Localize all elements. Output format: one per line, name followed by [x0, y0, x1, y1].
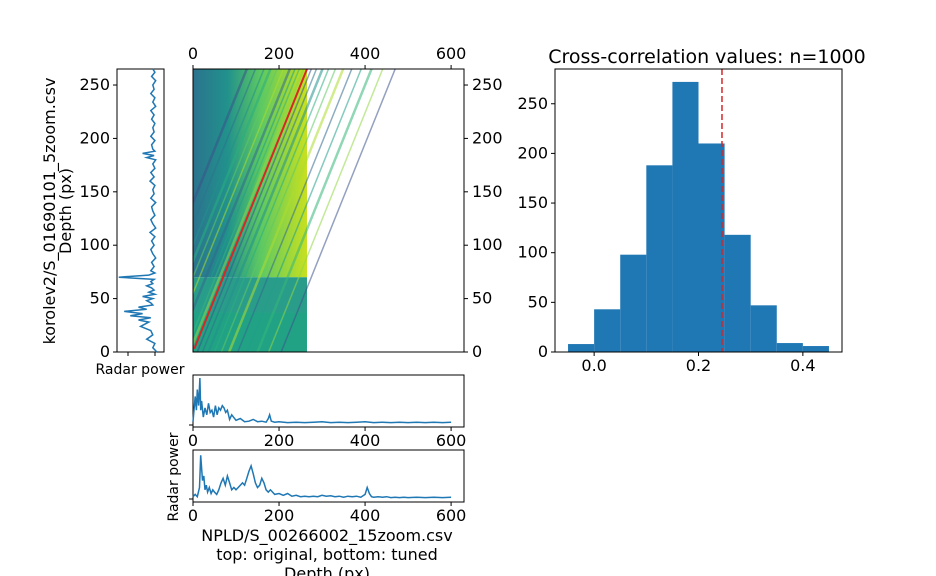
histogram-bar — [750, 305, 777, 352]
left-profile-ytick-label: 250 — [79, 75, 110, 94]
heatmap-stripe — [193, 69, 257, 226]
top-profile-panel: 0 200 400 600 — [188, 374, 466, 450]
heatmap-stripe — [280, 69, 396, 352]
histogram-xticks: 0.0 0.2 0.4 — [581, 352, 816, 375]
bottom-profile-xlabel-3: Depth (px) — [284, 564, 370, 576]
left-profile-ytick-label: 100 — [79, 235, 110, 254]
bottom-profile-xlabel-2: top: original, bottom: tuned — [216, 545, 438, 564]
left-profile-xlabel: Radar power — [96, 362, 185, 378]
heatmap-stripe — [246, 69, 362, 352]
histogram-ytick-label: 0 — [538, 342, 548, 361]
heatmap-stripe — [196, 69, 312, 352]
histogram-ytick-label: 50 — [528, 292, 548, 311]
histogram-bar — [594, 309, 621, 352]
histogram-bar — [776, 343, 803, 352]
histogram-ytick-label: 150 — [517, 193, 548, 212]
bottom-profile-xticks: 0 200 400 600 — [188, 502, 466, 525]
heatmap-ytick-label: 0 — [472, 342, 482, 361]
histogram-bar — [802, 346, 829, 352]
heatmap-stripe — [193, 69, 291, 313]
heatmap-stripe — [227, 69, 345, 352]
histogram-title: Cross-correlation values: n=1000 — [548, 46, 865, 68]
histogram-ytick-label: 250 — [517, 94, 548, 113]
heatmap-top-xticks: 0 200 400 600 — [188, 44, 466, 69]
bottom-profile-xtick-label: 200 — [264, 506, 295, 525]
heatmap-xtick-label: 400 — [350, 44, 381, 63]
histogram-bars — [568, 81, 829, 352]
heatmap-stripe — [193, 69, 300, 335]
histogram-ytick-label: 100 — [517, 243, 548, 262]
histogram-bar — [620, 254, 647, 352]
left-profile-ytick-label: 200 — [79, 128, 110, 147]
histogram-bar — [672, 81, 699, 352]
heatmap-stripe — [193, 69, 305, 347]
heatmap-ytick-label: 100 — [472, 235, 503, 254]
left-profile-ylabel-2: Depth (px) — [56, 168, 75, 254]
heatmap-stripe — [207, 69, 324, 352]
top-profile-xticks: 0 200 400 600 — [188, 427, 466, 450]
bottom-profile-line — [192, 455, 452, 499]
heatmap-stripe — [237, 69, 353, 352]
heatmap-stripe — [268, 69, 384, 352]
left-profile-panel: 0 50 100 150 200 250 korolev2/S_01690101_5zoo… — [40, 68, 185, 378]
heatmap-ytick-label: 150 — [472, 182, 503, 201]
top-profile-xtick-label: 200 — [264, 431, 295, 450]
heatmap-diagonal-line — [193, 69, 308, 350]
heatmap-ytick-label: 50 — [472, 289, 492, 308]
histogram-xtick-label: 0.4 — [790, 356, 815, 375]
left-profile-yticks: 0 50 100 150 200 250 — [79, 75, 117, 361]
histogram-bar — [646, 165, 673, 352]
heatmap-stripe — [193, 69, 248, 206]
heatmap-right-yticks: 0 50 100 150 200 250 — [464, 75, 503, 361]
heatmap-stripe — [193, 69, 272, 265]
heatmap-stripe — [193, 69, 285, 296]
heatmap-stripe — [220, 69, 337, 352]
heatmap-stripe — [213, 69, 330, 352]
histogram-xtick-label: 0.0 — [581, 356, 606, 375]
heatmap-xtick-label: 0 — [188, 44, 198, 63]
histogram-xtick-label: 0.2 — [686, 356, 711, 375]
heatmap-stripe — [201, 69, 318, 352]
left-profile-line — [118, 68, 158, 353]
heatmap-frame — [192, 68, 465, 353]
bottom-profile-ylabel: Radar power — [166, 432, 182, 521]
left-profile-ytick-label: 150 — [79, 182, 110, 201]
bottom-profile-xlabel-1: NPLD/S_00266002_15zoom.csv — [201, 526, 452, 546]
heatmap-ytick-label: 200 — [472, 128, 503, 147]
bottom-profile-xtick-label: 600 — [436, 506, 467, 525]
heatmap-xtick-label: 600 — [436, 44, 467, 63]
top-profile-xtick-label: 400 — [350, 431, 381, 450]
left-profile-frame — [116, 68, 165, 353]
top-profile-line — [192, 377, 452, 424]
heatmap-stripes — [193, 69, 396, 352]
histogram-bar — [724, 234, 751, 352]
left-profile-ylabel-1: korolev2/S_01690101_5zoom.csv — [40, 78, 60, 345]
histogram-ytick-label: 200 — [517, 143, 548, 162]
bottom-profile-xtick-label: 0 — [188, 506, 198, 525]
heatmap-stripe — [193, 69, 278, 280]
histogram-bar — [568, 344, 595, 352]
heatmap-stripe — [256, 69, 373, 352]
top-profile-xtick-label: 600 — [436, 431, 467, 450]
histogram-bar — [698, 143, 725, 352]
heatmap-xtick-label: 200 — [264, 44, 295, 63]
bottom-profile-frame — [192, 449, 465, 503]
bottom-profile-xtick-label: 400 — [350, 506, 381, 525]
top-profile-xtick-label: 0 — [188, 431, 198, 450]
correlation-heatmap-panel: 0 200 400 600 0 50 100 150 200 250 — [188, 44, 503, 361]
bottom-profile-panel: 0 200 400 600 Radar power NPLD/S_00266002_1… — [166, 432, 466, 576]
histogram-yticks: 0 50 100 150 200 250 — [517, 94, 555, 361]
top-profile-frame — [192, 374, 465, 428]
histogram-panel: 0.0 0.2 0.4 0 50 100 150 200 250 Cross-correlat… — [517, 46, 865, 375]
heatmap-ytick-label: 250 — [472, 75, 503, 94]
heatmap-stripe — [193, 69, 265, 248]
left-profile-ytick-label: 50 — [90, 289, 110, 308]
heatmap-stripe — [193, 69, 296, 325]
left-profile-ytick-label: 0 — [100, 342, 110, 361]
